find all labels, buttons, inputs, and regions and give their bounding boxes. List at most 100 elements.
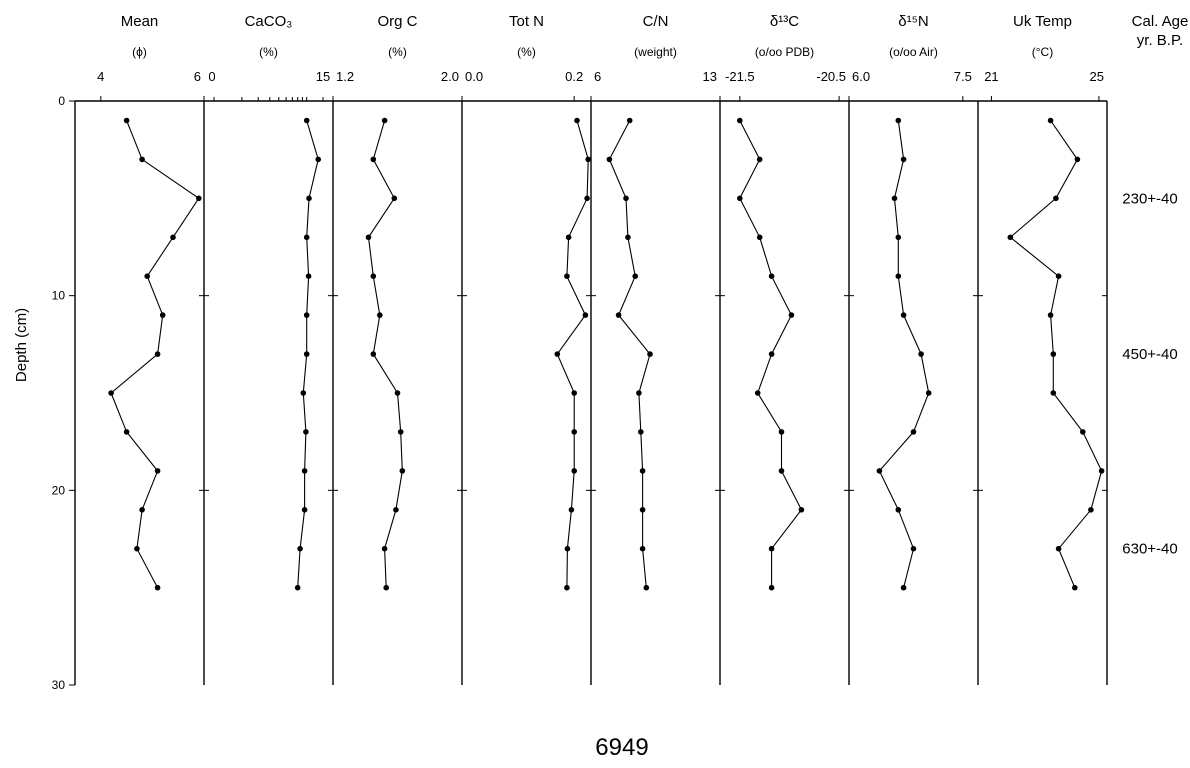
data-point — [623, 195, 629, 202]
x-tick-label: 6.0 — [852, 69, 870, 84]
data-point — [139, 156, 145, 163]
data-point — [876, 468, 883, 474]
age-label: 450+-40 — [1122, 346, 1177, 363]
panel-unit: (weight) — [634, 45, 677, 59]
panel-7: Uk Temp (°C) 21 25 — [984, 13, 1105, 591]
data-point — [1047, 117, 1054, 124]
data-point — [571, 390, 577, 396]
data-point — [1047, 312, 1054, 318]
data-point — [1050, 351, 1057, 357]
data-point — [301, 468, 308, 474]
series-line — [556, 120, 589, 588]
data-point — [108, 390, 114, 396]
data-point — [381, 545, 388, 552]
data-point — [305, 273, 312, 280]
panel-unit: (°C) — [1032, 45, 1053, 59]
y-axis-label: Depth (cm) — [13, 308, 30, 382]
data-point — [900, 312, 907, 318]
data-point — [393, 507, 399, 513]
data-point — [625, 234, 631, 241]
depth-tick-label: 20 — [52, 483, 66, 497]
data-point — [647, 351, 653, 357]
data-point — [303, 351, 310, 357]
x-tick-label: 13 — [703, 69, 717, 84]
data-point — [606, 156, 613, 163]
data-point — [768, 351, 775, 357]
x-tick-label: 21 — [984, 69, 998, 84]
data-point — [900, 156, 907, 163]
data-point — [584, 195, 590, 202]
panel-4: C/N (weight) 6 13 — [590, 13, 721, 591]
data-point — [1072, 584, 1078, 591]
data-point — [365, 234, 372, 241]
data-point — [910, 429, 917, 435]
data-point — [1007, 234, 1014, 241]
depth-tick-label: 0 — [58, 94, 65, 108]
data-point — [1080, 429, 1086, 435]
x-tick-label: 1.2 — [336, 69, 354, 84]
data-point — [303, 234, 310, 241]
data-point — [564, 545, 571, 552]
data-point — [123, 117, 130, 124]
data-point — [582, 312, 589, 318]
data-point — [303, 429, 309, 435]
panel-unit: (ϕ) — [132, 45, 147, 59]
data-point — [626, 117, 633, 124]
data-point — [383, 584, 390, 591]
data-point — [910, 545, 917, 552]
panel-1: CaCO₃ (%) 0 15 — [208, 13, 330, 591]
data-point — [768, 584, 775, 591]
data-point — [303, 117, 310, 124]
panel-3: Tot N (%) 0.0 0.2 — [461, 13, 591, 591]
age-label: 230+-40 — [1122, 190, 1177, 207]
data-point — [585, 156, 591, 163]
axes-layer: 0 10 20 30 — [52, 94, 1108, 692]
panel-title: C/N — [643, 13, 669, 30]
age-header-line1: Cal. Age — [1132, 13, 1189, 30]
data-point — [391, 195, 398, 202]
data-point — [900, 584, 907, 591]
data-point — [756, 234, 763, 241]
data-point — [1098, 468, 1105, 474]
x-tick-label: 15 — [316, 69, 330, 84]
data-point — [754, 390, 761, 396]
panel-6: δ¹⁵N (o/oo Air) 6.0 7.5 — [848, 13, 972, 591]
data-point — [1053, 195, 1059, 202]
data-point — [737, 117, 743, 124]
data-point — [568, 507, 575, 513]
data-point — [768, 273, 775, 280]
x-tick-label: 0 — [208, 69, 215, 84]
panel-unit: (%) — [517, 45, 536, 59]
data-point — [394, 390, 401, 396]
data-point — [1088, 507, 1094, 513]
data-point — [798, 507, 805, 513]
x-tick-label: 2.0 — [441, 69, 459, 84]
panel-unit: (o/oo PDB) — [755, 45, 814, 59]
data-point — [895, 273, 902, 280]
panel-unit: (%) — [259, 45, 278, 59]
data-point — [139, 507, 145, 513]
data-point — [196, 195, 202, 202]
x-tick-label: 0.2 — [565, 69, 583, 84]
data-point — [1074, 156, 1081, 163]
age-column: Cal. Age yr. B.P. 230+-40 450+-40 630+-40 — [1122, 13, 1188, 558]
data-point — [297, 545, 303, 552]
panel-title: Org C — [377, 13, 417, 30]
data-point — [639, 507, 646, 513]
age-header-line2: yr. B.P. — [1137, 32, 1183, 49]
panel-title: δ¹³C — [770, 13, 799, 30]
data-point — [370, 156, 377, 163]
x-tick-label: 4 — [97, 69, 104, 84]
data-point — [643, 584, 650, 591]
data-point — [159, 312, 166, 318]
data-point — [381, 117, 388, 124]
data-point — [788, 312, 795, 318]
data-point — [1050, 390, 1057, 396]
data-point — [639, 545, 646, 552]
panel-unit: (o/oo Air) — [889, 45, 938, 59]
core-id-label: 6949 — [595, 734, 648, 761]
data-point — [778, 429, 785, 435]
panel-title: Mean — [121, 13, 159, 30]
data-point — [303, 312, 310, 318]
